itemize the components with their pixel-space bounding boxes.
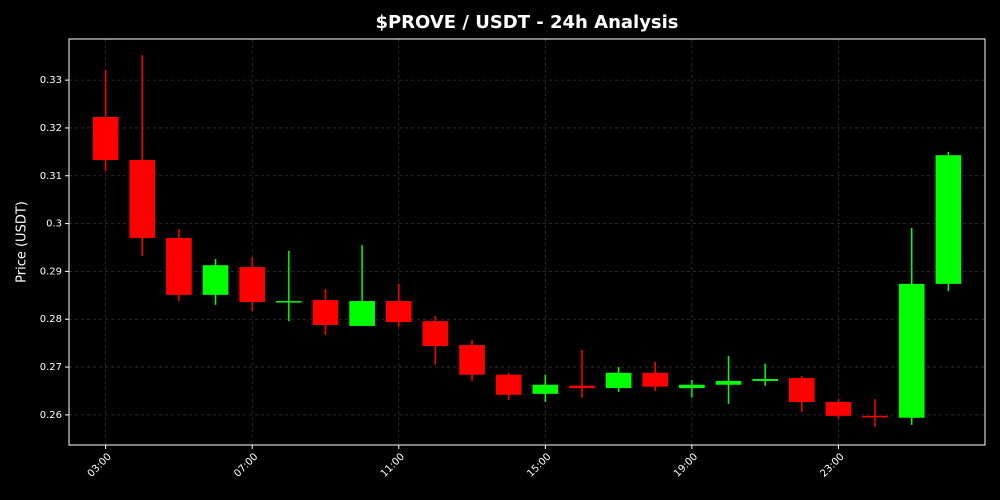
candle-body bbox=[92, 116, 119, 160]
y-tick-label: 0.3 bbox=[46, 219, 62, 230]
y-tick-label: 0.33 bbox=[40, 75, 62, 86]
candle-body bbox=[569, 385, 595, 389]
candle-body bbox=[459, 345, 485, 375]
candle-body bbox=[788, 378, 815, 402]
candle-body bbox=[276, 301, 302, 303]
candle-body bbox=[715, 380, 742, 385]
y-tick-label: 0.32 bbox=[40, 123, 62, 134]
y-tick-label: 0.28 bbox=[40, 314, 62, 325]
plot-frame bbox=[68, 38, 986, 446]
chart-title: $PROVE / USDT - 24h Analysis bbox=[375, 12, 678, 33]
candle-body bbox=[898, 283, 925, 418]
candle-body bbox=[825, 401, 852, 416]
candle-body bbox=[166, 237, 192, 295]
candle-body bbox=[385, 301, 412, 323]
candle-body bbox=[752, 379, 778, 381]
candle-body bbox=[129, 159, 156, 238]
candle-body bbox=[935, 155, 962, 284]
y-tick-label: 0.26 bbox=[40, 410, 62, 421]
candle-body bbox=[532, 384, 559, 394]
candle-body bbox=[642, 372, 669, 387]
candle-body bbox=[605, 372, 632, 389]
candle-body bbox=[679, 384, 705, 389]
y-tick-label: 0.29 bbox=[40, 266, 62, 277]
candle-body bbox=[239, 267, 266, 303]
candle-body bbox=[862, 415, 888, 418]
candle-body bbox=[202, 265, 229, 295]
y-tick-label: 0.31 bbox=[40, 171, 62, 182]
candle-body bbox=[422, 321, 449, 347]
candle-body bbox=[495, 374, 522, 395]
y-tick-label: 0.27 bbox=[40, 362, 62, 373]
candle-body bbox=[349, 301, 375, 326]
candle-body bbox=[312, 300, 339, 325]
y-axis-label: Price (USDT) bbox=[15, 201, 30, 283]
